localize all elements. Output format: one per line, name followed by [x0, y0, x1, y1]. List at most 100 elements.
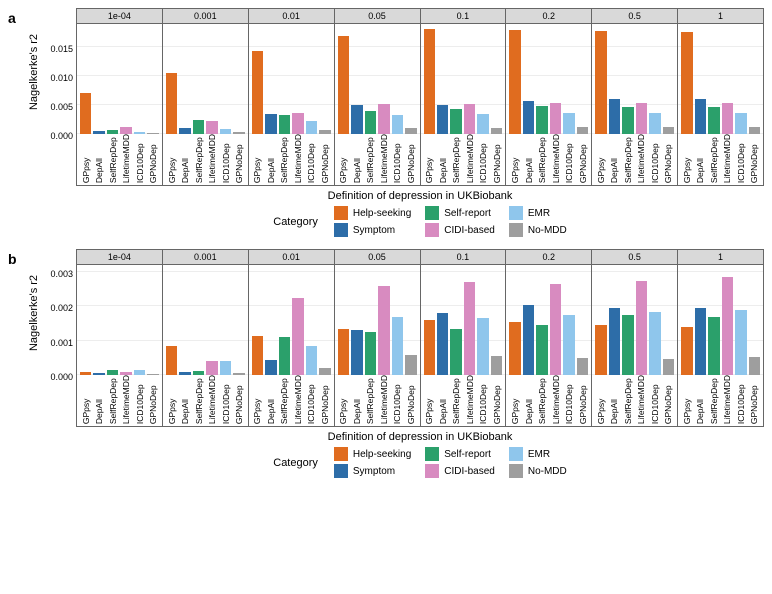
x-tick: SelfRepDep	[279, 134, 290, 185]
x-tick-label: LifetimeMDD	[207, 134, 217, 185]
bar	[708, 317, 719, 375]
x-tick-label: DepAll	[695, 375, 705, 426]
x-tick: GPNoDep	[491, 134, 502, 185]
bar	[424, 29, 435, 134]
x-tick-label: LifetimeMDD	[207, 375, 217, 426]
legend-label: Help-seeking	[353, 208, 411, 219]
x-tick-label: LifetimeMDD	[551, 375, 561, 426]
x-tick: GPpsy	[424, 375, 435, 426]
x-tick: ICD10Dep	[392, 134, 403, 185]
x-tick-label: ICD10Dep	[392, 375, 402, 426]
bar	[563, 315, 574, 375]
x-tick: LifetimeMDD	[636, 134, 647, 185]
bar	[220, 361, 231, 375]
bar	[265, 360, 276, 375]
x-tick: LifetimeMDD	[292, 375, 303, 426]
x-tick-label: DepAll	[180, 375, 190, 426]
facet: 1GPpsyDepAllSelfRepDepLifetimeMDDICD10De…	[678, 8, 764, 186]
legend-items: Help-seekingSelf-reportEMRSymptomCIDI-ba…	[334, 206, 567, 237]
y-tick: 0.010	[50, 73, 73, 83]
x-tick: GPNoDep	[319, 134, 330, 185]
x-ticks: GPpsyDepAllSelfRepDepLifetimeMDDICD10Dep…	[77, 134, 162, 185]
x-tick: DepAll	[523, 375, 534, 426]
x-tick-label: GPpsy	[81, 375, 91, 426]
x-tick: LifetimeMDD	[636, 375, 647, 426]
facet: 0.5GPpsyDepAllSelfRepDepLifetimeMDDICD10…	[592, 8, 678, 186]
x-tick: ICD10Dep	[220, 375, 231, 426]
x-tick: SelfRepDep	[622, 134, 633, 185]
x-tick-label: GPNoDep	[320, 375, 330, 426]
x-tick: ICD10Dep	[134, 375, 145, 426]
bar	[464, 282, 475, 375]
x-ticks: GPpsyDepAllSelfRepDepLifetimeMDDICD10Dep…	[249, 134, 334, 185]
y-axis: 0.0000.0050.0100.015	[42, 8, 76, 136]
legend-item: EMR	[509, 447, 567, 461]
x-tick: GPpsy	[80, 375, 91, 426]
bar	[279, 115, 290, 134]
bar	[509, 30, 520, 134]
bar	[577, 127, 588, 134]
x-tick: SelfRepDep	[536, 375, 547, 426]
facet: 0.001GPpsyDepAllSelfRepDepLifetimeMDDICD…	[163, 249, 249, 427]
bar	[681, 32, 692, 134]
x-tick-label: DepAll	[94, 134, 104, 185]
x-tick-label: GPNoDep	[234, 134, 244, 185]
bar	[523, 305, 534, 375]
x-tick-label: ICD10Dep	[478, 375, 488, 426]
x-tick: SelfRepDep	[107, 375, 118, 426]
x-tick: GPpsy	[595, 375, 606, 426]
legend-label: Self-report	[444, 208, 491, 219]
bar	[636, 103, 647, 134]
legend: CategoryHelp-seekingSelf-reportEMRSympto…	[76, 447, 764, 478]
facet-strip: 0.01	[249, 9, 334, 24]
bar	[708, 107, 719, 134]
bars	[421, 265, 506, 375]
x-axis-label: Definition of depression in UKBiobank	[76, 431, 764, 443]
x-tick: GPpsy	[80, 134, 91, 185]
x-tick: SelfRepDep	[193, 134, 204, 185]
x-tick: ICD10Dep	[306, 375, 317, 426]
x-tick-label: DepAll	[180, 134, 190, 185]
bar	[577, 358, 588, 375]
x-tick-label: GPNoDep	[578, 375, 588, 426]
legend-swatch	[509, 206, 523, 220]
facet-strip: 0.5	[592, 250, 677, 265]
x-tick: GPNoDep	[663, 134, 674, 185]
bar	[265, 114, 276, 134]
bar	[550, 284, 561, 375]
facet: 0.2GPpsyDepAllSelfRepDepLifetimeMDDICD10…	[506, 249, 592, 427]
x-tick: LifetimeMDD	[464, 375, 475, 426]
bar	[595, 31, 606, 134]
x-tick: DepAll	[609, 134, 620, 185]
facet-strip: 0.5	[592, 9, 677, 24]
x-tick: GPNoDep	[319, 375, 330, 426]
bar	[609, 308, 620, 375]
plot-area	[77, 265, 162, 375]
bar	[595, 325, 606, 375]
x-tick: DepAll	[351, 134, 362, 185]
bar	[206, 121, 217, 134]
bar	[722, 103, 733, 134]
y-axis-label-text: Nagelkerke's r2	[28, 34, 40, 110]
legend-label: CIDI-based	[444, 225, 495, 236]
x-tick-label: GPNoDep	[749, 134, 759, 185]
x-tick-label: GPNoDep	[578, 134, 588, 185]
plot-area	[335, 265, 420, 375]
bars	[163, 24, 248, 134]
x-tick-label: GPpsy	[596, 134, 606, 185]
facet-strip: 1e-04	[77, 9, 162, 24]
x-tick-label: SelfRepDep	[194, 375, 204, 426]
x-tick: GPpsy	[681, 375, 692, 426]
x-tick: LifetimeMDD	[378, 375, 389, 426]
x-tick-label: DepAll	[438, 134, 448, 185]
bar	[338, 36, 349, 134]
bar	[523, 101, 534, 134]
x-ticks: GPpsyDepAllSelfRepDepLifetimeMDDICD10Dep…	[249, 375, 334, 426]
x-tick: LifetimeMDD	[120, 134, 131, 185]
x-tick-label: GPpsy	[510, 375, 520, 426]
bar	[166, 346, 177, 375]
bar	[252, 336, 263, 376]
x-tick-label: ICD10Dep	[221, 134, 231, 185]
y-axis-label: Nagelkerke's r2	[26, 8, 42, 136]
y-tick: 0.000	[50, 131, 73, 141]
